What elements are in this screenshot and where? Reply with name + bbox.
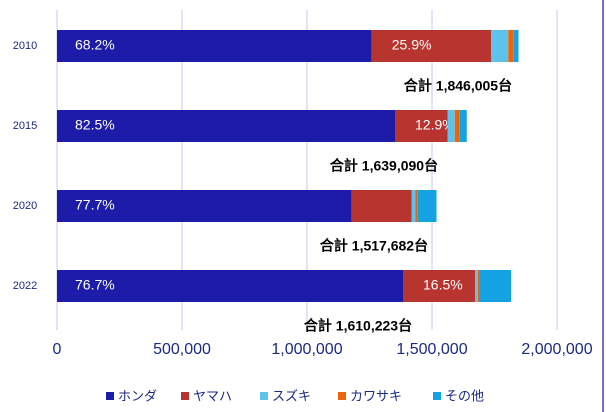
bar-segment [454, 110, 460, 142]
bar-segment [480, 270, 511, 302]
legend-swatch [338, 392, 346, 400]
segment-label: 12.9% [415, 117, 455, 133]
bar-segment [475, 270, 478, 302]
bar-segment [57, 30, 372, 62]
y-tick-label: 2010 [13, 40, 37, 52]
y-tick-label: 2020 [13, 200, 37, 212]
segment-label: 82.5% [75, 117, 115, 133]
bar-segment [57, 190, 352, 222]
bar-segment [459, 110, 467, 142]
segment-label: 76.7% [75, 277, 115, 293]
bar-segment [411, 190, 416, 222]
y-tick-label: 2015 [13, 120, 37, 132]
x-tick-label: 1,000,000 [271, 341, 342, 358]
bar-segment [57, 110, 395, 142]
legend-label: ヤマハ [193, 388, 232, 403]
legend-label: その他 [445, 388, 484, 403]
legend-swatch [433, 392, 441, 400]
bar-segment [491, 30, 509, 62]
segment-label: 16.5% [423, 277, 463, 293]
x-tick-label: 500,000 [153, 341, 211, 358]
bar-segment [351, 190, 412, 222]
x-tick-label: 1,500,000 [396, 341, 467, 358]
bar-segment [447, 110, 455, 142]
legend-label: スズキ [272, 388, 311, 403]
legend-label: カワサキ [350, 388, 402, 403]
legend-swatch [106, 392, 114, 400]
total-label: 合計 1,610,223台 [304, 318, 412, 334]
legend-swatch [181, 392, 189, 400]
segment-label: 77.7% [75, 197, 115, 213]
bar-segment [415, 190, 418, 222]
total-label: 合計 1,639,090台 [330, 158, 438, 174]
bar-segment [395, 110, 448, 142]
legend-label: ホンダ [118, 388, 157, 403]
y-tick-label: 2022 [13, 280, 37, 292]
segment-label: 68.2% [75, 37, 115, 53]
segment-label: 25.9% [392, 37, 432, 53]
legend-swatch [260, 392, 268, 400]
bar-segment [417, 190, 437, 222]
bar-segment [513, 30, 519, 62]
bar-segment [508, 30, 514, 62]
bar-segment [403, 270, 475, 302]
bar-segment [57, 270, 403, 302]
bar-segment [478, 270, 480, 302]
x-tick-label: 0 [53, 341, 62, 358]
bar-segment [371, 30, 492, 62]
total-label: 合計 1,517,682台 [320, 238, 428, 254]
x-tick-label: 2,000,000 [521, 341, 592, 358]
total-label: 合計 1,846,005台 [404, 78, 512, 94]
